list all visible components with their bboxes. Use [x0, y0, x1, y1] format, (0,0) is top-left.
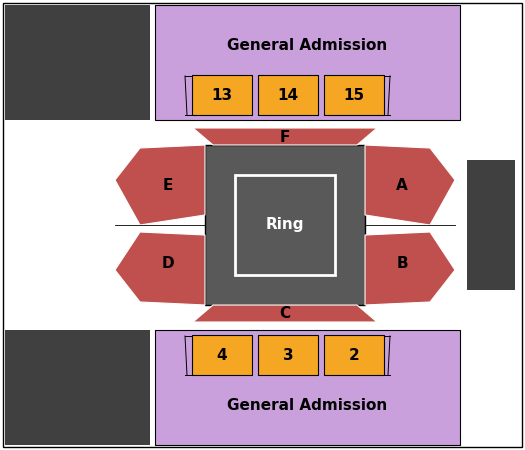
FancyBboxPatch shape [235, 175, 335, 275]
Polygon shape [365, 145, 455, 225]
FancyBboxPatch shape [5, 330, 150, 445]
FancyBboxPatch shape [5, 5, 150, 120]
FancyBboxPatch shape [467, 160, 515, 290]
Text: 15: 15 [343, 87, 364, 103]
Text: C: C [279, 306, 290, 320]
Text: B: B [396, 256, 408, 270]
FancyBboxPatch shape [155, 5, 460, 120]
Text: E: E [163, 177, 173, 193]
FancyBboxPatch shape [155, 330, 460, 445]
Polygon shape [365, 232, 455, 305]
FancyBboxPatch shape [258, 75, 318, 115]
FancyBboxPatch shape [192, 75, 252, 115]
Polygon shape [193, 128, 377, 145]
Text: Ring: Ring [266, 217, 304, 233]
Text: 2: 2 [349, 347, 360, 363]
Polygon shape [193, 305, 377, 322]
Text: F: F [280, 130, 290, 144]
Text: A: A [396, 177, 408, 193]
Text: General Admission: General Admission [227, 397, 387, 413]
Polygon shape [115, 232, 205, 305]
Text: D: D [162, 256, 174, 270]
Text: 4: 4 [217, 347, 227, 363]
Text: General Admission: General Admission [227, 37, 387, 53]
FancyBboxPatch shape [205, 145, 365, 305]
Text: 3: 3 [282, 347, 293, 363]
Text: 13: 13 [212, 87, 233, 103]
FancyBboxPatch shape [324, 75, 384, 115]
Polygon shape [115, 145, 205, 225]
Text: 14: 14 [277, 87, 299, 103]
FancyBboxPatch shape [192, 335, 252, 375]
FancyBboxPatch shape [258, 335, 318, 375]
FancyBboxPatch shape [324, 335, 384, 375]
